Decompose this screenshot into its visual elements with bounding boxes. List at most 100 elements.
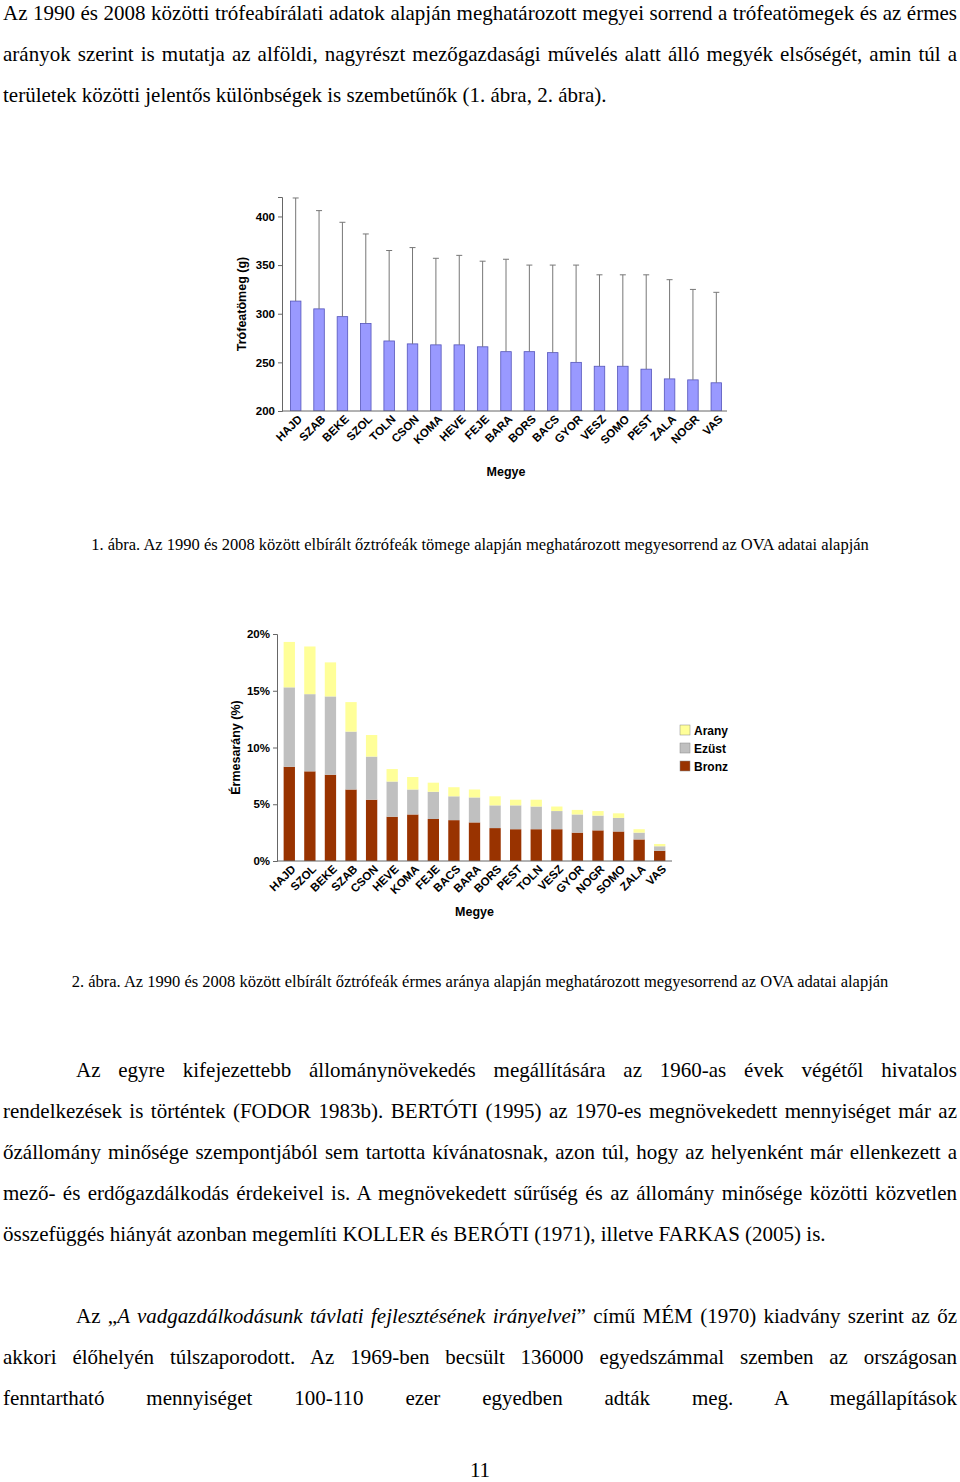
x-tick: KOMA [411, 411, 444, 446]
bar-segment [284, 687, 295, 766]
bar [688, 380, 699, 411]
y-tick: 5% [253, 798, 277, 810]
tick-label: 15% [247, 685, 270, 697]
bar-segment [304, 771, 315, 861]
error-bar [456, 255, 462, 344]
chart: 200250300350400HAJDSZABBEKESZOLTOLNCSONK… [235, 198, 727, 480]
bar-segment [469, 797, 480, 822]
tick-label: GYOR [552, 412, 585, 445]
tick-mark [278, 314, 282, 315]
tick-mark [278, 216, 282, 217]
bar-segment [592, 811, 603, 816]
tick-mark [278, 265, 282, 266]
tick-label: 350 [256, 259, 275, 271]
bar-segment [551, 807, 562, 812]
page-number: 11 [0, 1458, 960, 1482]
y-axis: 0%5%10%15%20% [247, 628, 278, 867]
error-bar [293, 198, 299, 301]
bar [547, 353, 558, 411]
bar [290, 301, 301, 411]
bar-segment [531, 829, 542, 861]
italic-text: A vadgazdálkodásunk távlati fejlesztésén… [117, 1304, 576, 1328]
bar-segment [428, 783, 439, 792]
bar-segment [469, 789, 480, 797]
figure-caption: 2. ábra. Az 1990 és 2008 között elbírált… [20, 970, 940, 993]
bar-segment [613, 813, 624, 818]
y-tick: 200 [256, 405, 282, 417]
bar-segment [387, 817, 398, 861]
bar-segment [366, 757, 377, 800]
tick-label: 200 [256, 405, 275, 417]
x-tick: HEVE [437, 411, 468, 443]
bar-segment [489, 796, 500, 805]
tick-label: VAS [644, 863, 669, 888]
y-tick: 250 [256, 357, 282, 369]
tick-label: 5% [253, 798, 270, 810]
error-bar [386, 251, 392, 341]
error-bar [690, 289, 696, 379]
tick-mark [273, 634, 277, 635]
bar-segment [592, 830, 603, 861]
bar [431, 345, 442, 411]
error-bar [667, 280, 673, 379]
bar-segment [489, 805, 500, 828]
x-tick: ZALA [618, 861, 648, 893]
bar [361, 323, 372, 411]
legend-swatch [680, 761, 690, 771]
text-run: Az 1990 és 2008 közötti trófeabírálati a… [3, 1, 957, 107]
paragraph: Az 1990 és 2008 közötti trófeabírálati a… [3, 0, 957, 116]
x-tick: VAS [700, 411, 725, 437]
tick-label: 300 [256, 308, 275, 320]
bar-segment [366, 800, 377, 861]
y-tick: 300 [256, 308, 282, 320]
bar-segment [510, 800, 521, 806]
error-bar [643, 275, 649, 369]
bar-segment [572, 810, 583, 815]
y-tick: 350 [256, 259, 282, 271]
paragraph: Az egyre kifejezettebb állománynövekedés… [3, 1050, 957, 1255]
tick-label: 250 [256, 357, 275, 369]
bar [314, 309, 325, 411]
chart: 0%5%10%15%20%HAJDSZOLBEKESZABCSONHEVEKOM… [228, 628, 728, 919]
bar [594, 366, 605, 411]
bar-segment [304, 646, 315, 694]
bar-segment [592, 816, 603, 831]
legend-item: Ezüst [680, 742, 726, 756]
tick-label: SOMO [598, 413, 631, 446]
legend-swatch [680, 743, 690, 753]
x-axis-title: Megye [455, 905, 494, 919]
tick-label: 400 [256, 211, 275, 223]
x-tick: SOMO [598, 411, 631, 446]
bar-segment [284, 642, 295, 687]
bar-segment [284, 767, 295, 861]
bar-segment [572, 833, 583, 861]
x-tick: VAS [644, 861, 669, 887]
bar-segment [345, 702, 356, 732]
bar-segment [613, 818, 624, 832]
bar [407, 344, 418, 411]
error-bar [339, 222, 345, 316]
bar-segment [633, 829, 644, 832]
bar-segment [531, 800, 542, 807]
bar [524, 352, 535, 411]
bar-segment [325, 696, 336, 774]
axis-line [282, 411, 727, 412]
bar-segment [654, 851, 665, 861]
bar-segment [551, 811, 562, 829]
error-bar [526, 265, 532, 352]
bar [501, 352, 512, 411]
error-bar [410, 248, 416, 344]
bar-segment [428, 792, 439, 819]
y-tick: 0% [253, 855, 277, 867]
error-bar [550, 265, 556, 353]
bar-segment [572, 814, 583, 832]
error-bar [480, 261, 486, 347]
bar-segment [510, 829, 521, 861]
tick-mark [273, 861, 277, 862]
axis-line [278, 198, 283, 412]
bar-segment [489, 828, 500, 861]
legend-label: Arany [694, 724, 728, 738]
tick-label: 20% [247, 628, 270, 640]
tick-mark [278, 411, 282, 412]
bar-segment [345, 789, 356, 861]
